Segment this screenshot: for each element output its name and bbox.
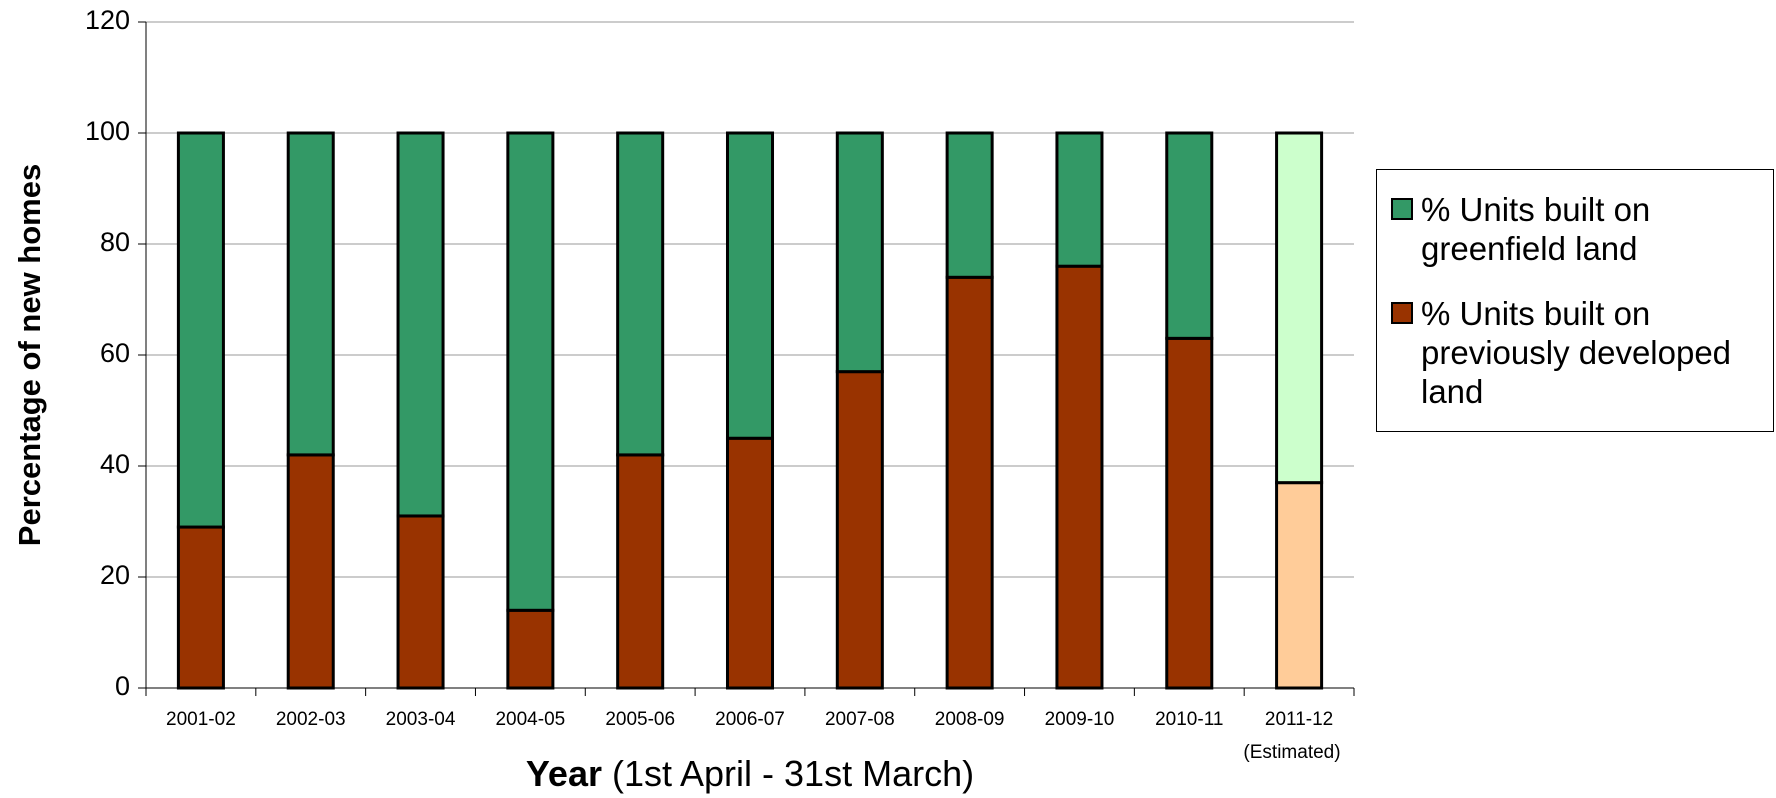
x-axis-label-bold: Year <box>526 753 602 794</box>
x-tick-label: 2005-06 <box>605 709 675 730</box>
legend-entry: % Units built on previously developed la… <box>1391 294 1765 411</box>
legend-label: % Units built on previously developed la… <box>1421 295 1732 410</box>
x-tick-label: 2011-12 <box>1265 709 1333 730</box>
y-tick-label: 0 <box>115 671 130 701</box>
bar-segment <box>506 608 555 690</box>
bar-segment <box>1275 481 1324 690</box>
bar-segment <box>176 131 225 529</box>
bar-segment <box>725 131 775 440</box>
bar-segment <box>286 453 335 690</box>
bar-segment <box>945 275 994 690</box>
bar-segment <box>1275 131 1324 485</box>
y-tick-label: 20 <box>100 560 130 590</box>
bar-segment <box>1165 336 1214 690</box>
x-axis-label: Year (1st April - 31st March) <box>526 753 974 794</box>
x-axis-label-rest: (1st April - 31st March) <box>612 753 974 794</box>
x-tick-label: 2001-02 <box>166 709 236 730</box>
bar-segment <box>616 131 665 457</box>
y-axis-label: Percentage of new homes <box>12 164 47 546</box>
bar-segment <box>725 436 775 690</box>
legend: % Units built on greenfield land % Units … <box>1376 169 1774 432</box>
bar-segment <box>396 514 445 690</box>
legend-swatch <box>1391 198 1413 220</box>
bar-segment <box>616 453 665 690</box>
bar-segment <box>835 370 884 690</box>
y-tick-label: 60 <box>100 338 130 368</box>
bar-segment <box>945 131 994 279</box>
bar-segment <box>176 525 225 690</box>
legend-swatch <box>1391 302 1413 324</box>
legend-label: % Units built on greenfield land <box>1421 191 1651 267</box>
bar-segment <box>506 131 555 612</box>
y-tick-label: 40 <box>100 449 130 479</box>
bar-segment <box>1055 131 1104 268</box>
x-tick-label: 2004-05 <box>495 709 565 730</box>
x-tick-label: 2003-04 <box>386 709 456 730</box>
x-tick-label: 2009-10 <box>1045 709 1115 730</box>
x-tick-label: 2008-09 <box>935 709 1005 730</box>
bar-segment <box>396 131 445 518</box>
x-tick-label: 2006-07 <box>715 709 785 730</box>
bar-segment <box>835 131 884 374</box>
x-tick-label: 2002-03 <box>276 709 346 730</box>
y-tick-label: 100 <box>85 116 130 146</box>
annotation: (Estimated) <box>1243 742 1340 763</box>
y-tick-label: 120 <box>85 5 130 35</box>
y-tick-label: 80 <box>100 227 130 257</box>
bar-segment <box>286 131 335 457</box>
bar-segment <box>1055 264 1104 690</box>
x-tick-label: 2007-08 <box>825 709 895 730</box>
x-tick-label: 2010-11 <box>1155 709 1223 730</box>
bar-segment <box>1165 131 1214 340</box>
legend-entry: % Units built on greenfield land <box>1391 190 1765 268</box>
